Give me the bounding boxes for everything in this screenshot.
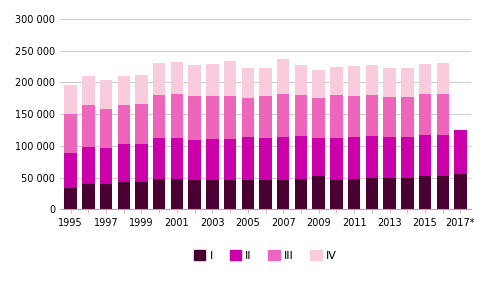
Bar: [206, 180, 218, 210]
Bar: [206, 139, 218, 180]
Bar: [64, 114, 77, 153]
Bar: [171, 138, 183, 179]
Bar: [189, 180, 201, 210]
Bar: [100, 185, 112, 210]
Bar: [117, 76, 130, 105]
Bar: [366, 136, 378, 178]
Bar: [259, 96, 272, 138]
Bar: [366, 95, 378, 136]
Bar: [277, 59, 290, 94]
Bar: [312, 176, 325, 210]
Bar: [419, 175, 431, 210]
Bar: [383, 97, 396, 137]
Bar: [259, 138, 272, 180]
Bar: [136, 104, 148, 144]
Bar: [312, 70, 325, 98]
Bar: [242, 180, 254, 210]
Bar: [348, 137, 360, 179]
Bar: [259, 68, 272, 96]
Bar: [436, 94, 449, 135]
Bar: [312, 138, 325, 176]
Bar: [82, 147, 95, 184]
Bar: [277, 180, 290, 210]
Bar: [436, 135, 449, 176]
Bar: [171, 94, 183, 138]
Bar: [224, 61, 236, 95]
Bar: [348, 66, 360, 95]
Legend: I, II, III, IV: I, II, III, IV: [190, 246, 341, 265]
Bar: [330, 138, 343, 180]
Bar: [206, 95, 218, 139]
Bar: [153, 95, 165, 138]
Bar: [312, 98, 325, 138]
Bar: [242, 137, 254, 180]
Bar: [171, 62, 183, 94]
Bar: [64, 188, 77, 210]
Bar: [436, 176, 449, 210]
Bar: [401, 178, 413, 210]
Bar: [401, 97, 413, 137]
Bar: [189, 95, 201, 140]
Bar: [136, 144, 148, 182]
Bar: [64, 153, 77, 188]
Bar: [100, 148, 112, 185]
Bar: [82, 76, 95, 105]
Bar: [206, 64, 218, 95]
Bar: [64, 85, 77, 114]
Bar: [436, 63, 449, 94]
Bar: [401, 68, 413, 97]
Bar: [330, 180, 343, 210]
Bar: [330, 95, 343, 138]
Bar: [259, 180, 272, 210]
Bar: [153, 179, 165, 210]
Bar: [189, 65, 201, 95]
Bar: [277, 94, 290, 137]
Bar: [242, 68, 254, 98]
Bar: [348, 95, 360, 137]
Bar: [117, 105, 130, 144]
Bar: [117, 144, 130, 182]
Bar: [419, 135, 431, 175]
Bar: [366, 178, 378, 210]
Bar: [366, 65, 378, 95]
Bar: [117, 182, 130, 210]
Bar: [82, 105, 95, 147]
Bar: [224, 95, 236, 139]
Bar: [295, 136, 307, 179]
Bar: [419, 94, 431, 135]
Bar: [454, 174, 466, 210]
Bar: [171, 179, 183, 210]
Bar: [189, 140, 201, 180]
Bar: [295, 95, 307, 136]
Bar: [100, 80, 112, 108]
Bar: [136, 182, 148, 210]
Bar: [153, 138, 165, 179]
Bar: [153, 63, 165, 95]
Bar: [224, 180, 236, 210]
Bar: [383, 68, 396, 97]
Bar: [330, 67, 343, 95]
Bar: [348, 179, 360, 210]
Bar: [277, 137, 290, 180]
Bar: [100, 108, 112, 148]
Bar: [383, 137, 396, 178]
Bar: [82, 184, 95, 210]
Bar: [383, 178, 396, 210]
Bar: [454, 130, 466, 174]
Bar: [224, 139, 236, 180]
Bar: [295, 179, 307, 210]
Bar: [295, 65, 307, 95]
Bar: [242, 98, 254, 137]
Bar: [419, 64, 431, 94]
Bar: [401, 137, 413, 178]
Bar: [136, 75, 148, 104]
